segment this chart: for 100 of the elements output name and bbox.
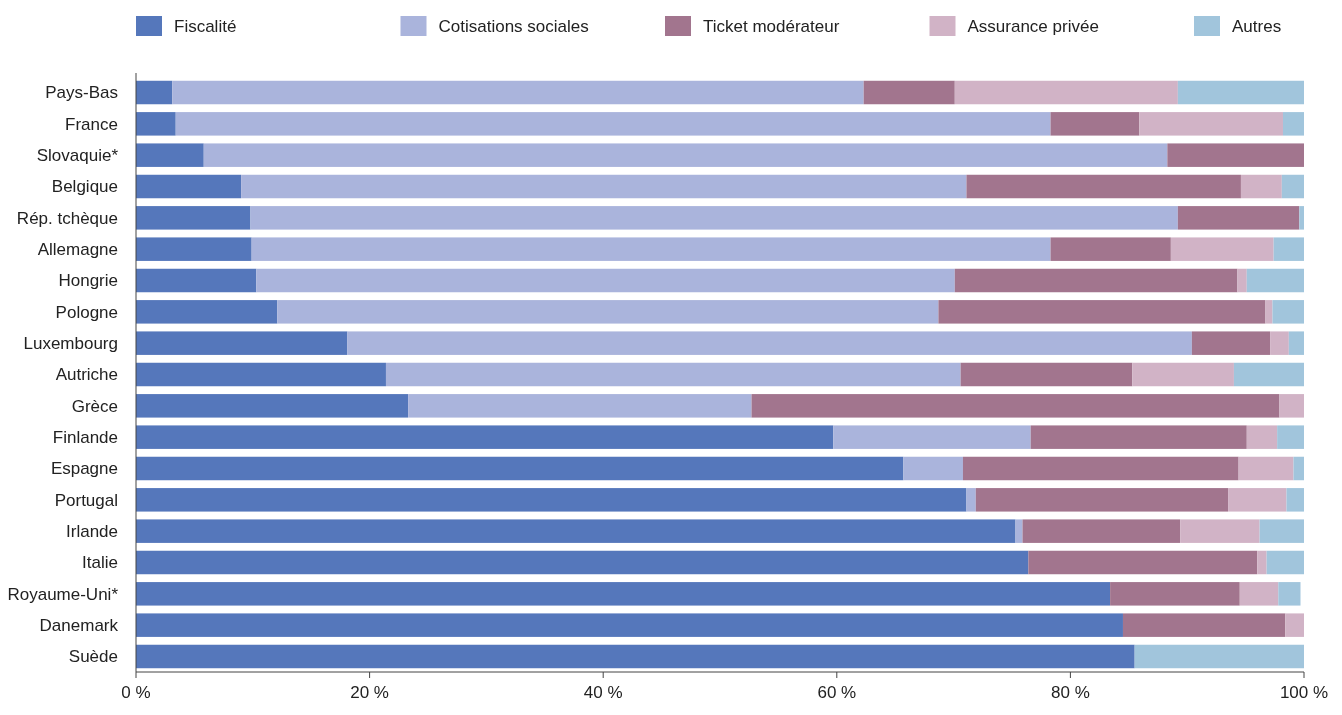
bar xyxy=(1022,519,1181,543)
bar xyxy=(1259,519,1304,543)
bar xyxy=(966,174,1241,199)
bar xyxy=(1110,582,1240,606)
bar xyxy=(136,456,904,481)
bar xyxy=(1122,613,1286,637)
bar xyxy=(136,519,1016,543)
bar xyxy=(136,237,252,261)
bar xyxy=(1278,582,1301,606)
bar xyxy=(960,362,1133,387)
y-tick-label: Irlande xyxy=(66,522,118,542)
x-tick-label: 40 % xyxy=(583,683,623,702)
bar xyxy=(136,394,409,418)
bar xyxy=(1282,112,1304,136)
y-tick-label: Hongrie xyxy=(58,271,118,291)
bar xyxy=(962,456,1239,481)
bar xyxy=(1239,582,1279,606)
x-tick-label: 100 % xyxy=(1279,683,1329,702)
bar xyxy=(938,300,1266,324)
bar xyxy=(1272,300,1304,324)
bar xyxy=(1050,237,1171,261)
bar xyxy=(1288,331,1304,355)
bar xyxy=(1246,268,1304,293)
legend-label: Autres xyxy=(1232,16,1282,36)
y-tick-label: Belgique xyxy=(51,177,118,197)
bar xyxy=(277,300,939,324)
bar xyxy=(175,112,1051,136)
legend-label: Cotisations sociales xyxy=(438,16,589,36)
y-tick-label: Italie xyxy=(82,553,118,573)
bar xyxy=(1270,331,1289,355)
bar xyxy=(136,174,242,199)
legend-label: Assurance privée xyxy=(967,16,1099,36)
bar xyxy=(136,613,1123,637)
bar xyxy=(1191,331,1271,355)
y-tick-label: Suède xyxy=(68,647,118,667)
y-tick-label: Luxembourg xyxy=(23,334,118,354)
bar xyxy=(1177,206,1300,230)
y-tick-label: Finlande xyxy=(52,428,118,448)
bar xyxy=(1237,268,1247,293)
bar xyxy=(1139,112,1283,136)
bar xyxy=(250,206,1178,230)
bar xyxy=(241,174,967,199)
bar xyxy=(136,206,251,230)
y-tick-label: Autriche xyxy=(55,365,118,385)
bar xyxy=(1132,362,1234,387)
bar xyxy=(347,331,1192,355)
y-tick-label: Allemagne xyxy=(37,240,118,260)
x-tick-label: 20 % xyxy=(350,683,389,702)
bar xyxy=(1266,550,1304,575)
y-tick-label: Slovaquie* xyxy=(36,146,119,166)
y-tick-label: Rép. tchèque xyxy=(16,208,118,228)
bar xyxy=(1246,425,1278,449)
bar xyxy=(1281,174,1304,199)
bar xyxy=(251,237,1051,261)
bar xyxy=(1015,519,1023,543)
bar xyxy=(172,80,864,105)
legend-label: Ticket modérateur xyxy=(703,16,840,36)
bar xyxy=(1257,550,1267,575)
bar xyxy=(1285,613,1304,637)
bar xyxy=(1233,362,1304,387)
bar xyxy=(954,268,1238,293)
bar xyxy=(1240,174,1282,199)
bar xyxy=(1170,237,1274,261)
bar xyxy=(136,550,1029,575)
bar xyxy=(751,394,1280,418)
bar xyxy=(1180,519,1260,543)
bar xyxy=(136,80,173,105)
bar xyxy=(863,80,955,105)
bar xyxy=(1030,425,1247,449)
bar xyxy=(136,488,967,512)
bar xyxy=(1293,456,1304,481)
bar xyxy=(136,331,348,355)
bar xyxy=(1177,80,1304,105)
bar xyxy=(136,300,278,324)
bar xyxy=(385,362,961,387)
y-tick-label: Portugal xyxy=(54,490,118,510)
bar xyxy=(256,268,955,293)
bar xyxy=(975,488,1229,512)
x-tick-label: 0 % xyxy=(121,683,151,702)
y-tick-label: Royaume-Uni* xyxy=(7,584,119,604)
bar xyxy=(136,425,834,449)
bar xyxy=(408,394,752,418)
bar xyxy=(136,112,176,136)
bar xyxy=(1277,425,1304,449)
y-tick-label: Espagne xyxy=(50,459,118,479)
bar xyxy=(1299,206,1304,230)
bar xyxy=(1279,394,1304,418)
bar xyxy=(136,582,1111,606)
y-tick-label: France xyxy=(65,114,118,134)
bar xyxy=(1228,488,1287,512)
bar xyxy=(136,362,386,387)
y-tick-label: Grèce xyxy=(71,396,118,416)
bar xyxy=(1265,300,1273,324)
y-tick-label: Pays-Bas xyxy=(45,83,118,103)
bar xyxy=(1167,143,1304,167)
bar xyxy=(136,143,204,167)
y-tick-label: Danemark xyxy=(39,616,119,636)
bar xyxy=(954,80,1178,105)
bar xyxy=(1286,488,1304,512)
bar xyxy=(1050,112,1140,136)
